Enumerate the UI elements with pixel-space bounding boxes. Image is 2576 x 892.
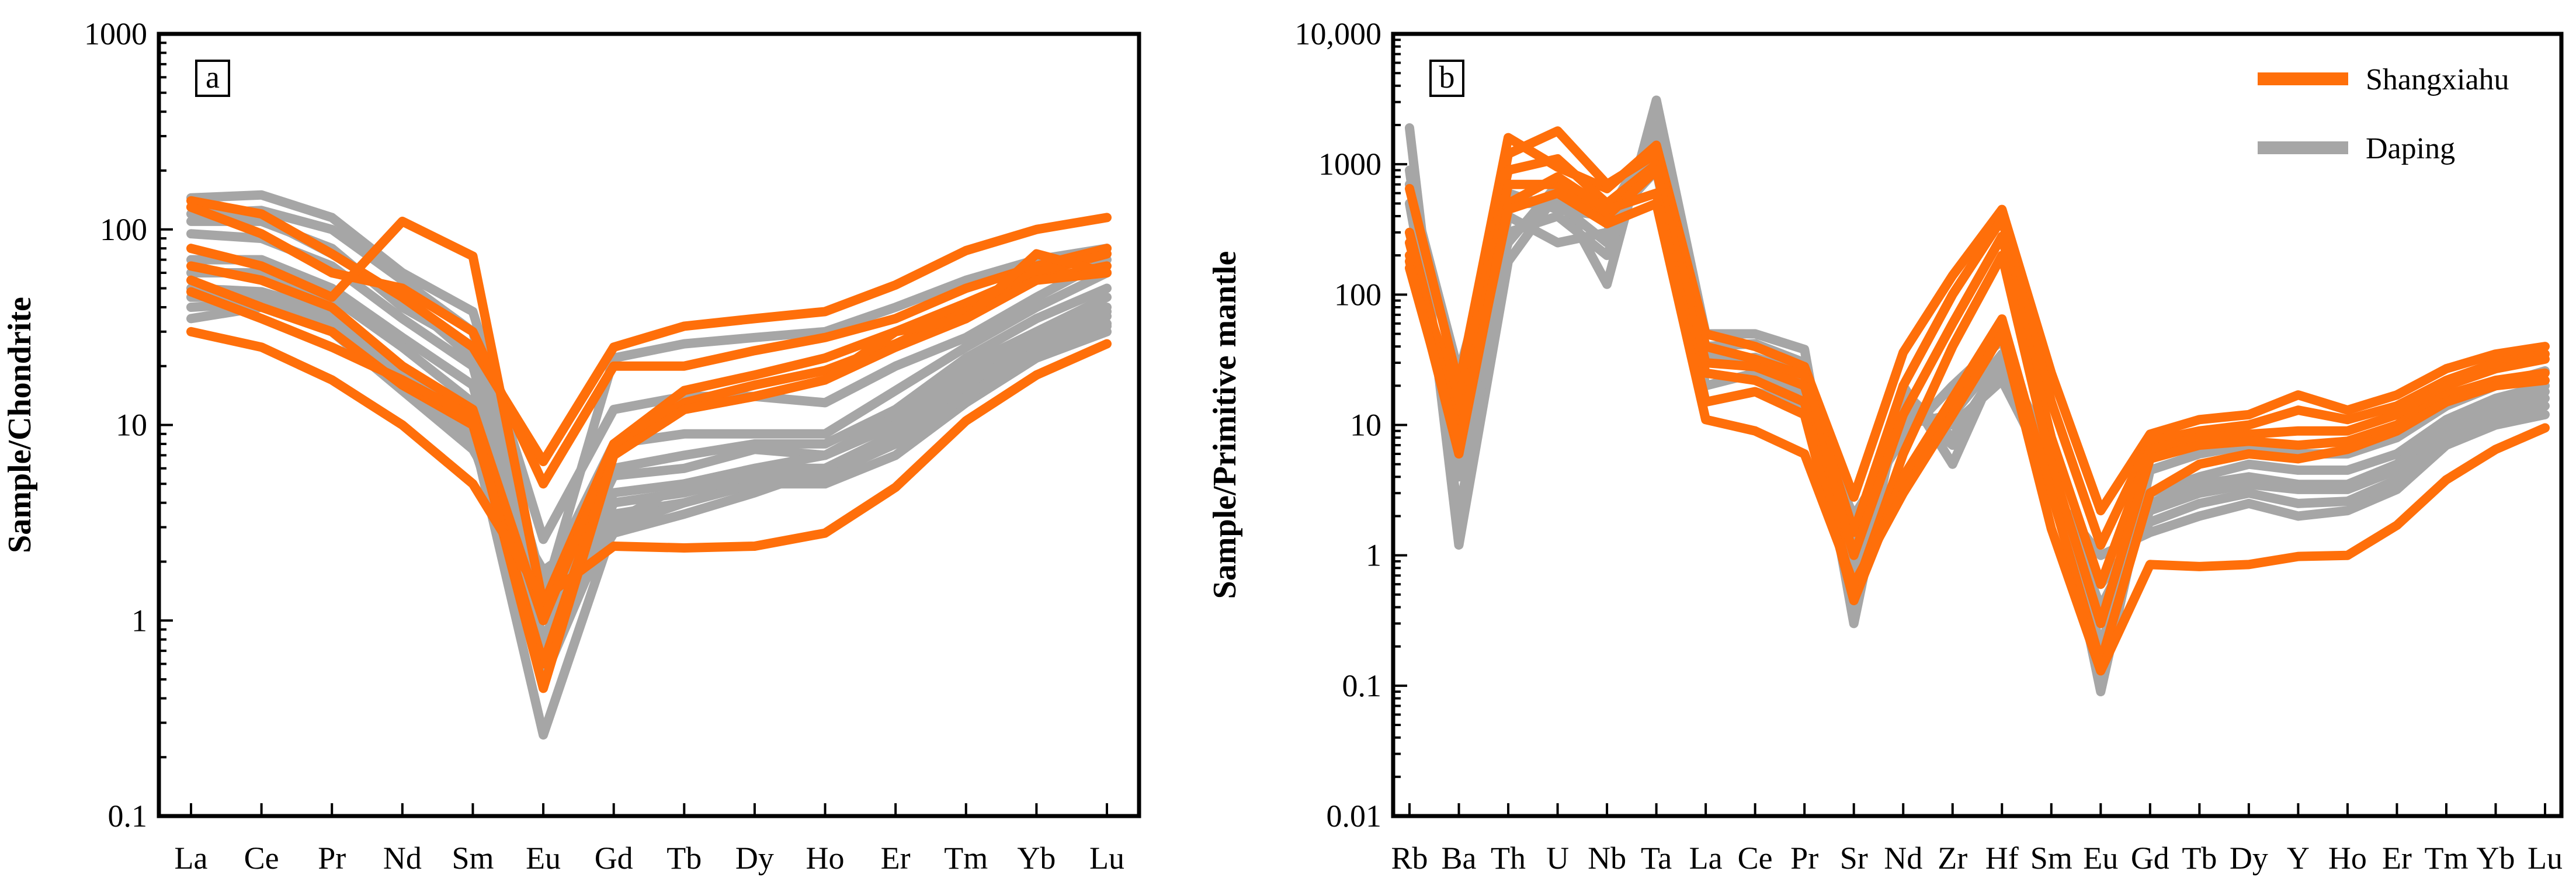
x-tick-label-eu: Eu: [2083, 841, 2118, 876]
y-tick-label: 10,000: [1295, 16, 1382, 51]
x-tick-label-la: La: [1689, 841, 1723, 876]
series-group: [186, 190, 1112, 740]
series-line-shangxiahu: [186, 249, 1112, 693]
x-tick-label-eu: Eu: [526, 841, 561, 876]
x-tick-label-nd: Nd: [1884, 841, 1922, 876]
y-tick-label: 1: [131, 603, 147, 638]
x-tick-label-yb: Yb: [1017, 841, 1056, 876]
x-tick-label-ho: Ho: [806, 841, 845, 876]
x-tick-label-dy: Dy: [2230, 841, 2268, 876]
legend-label-daping: Daping: [2366, 132, 2455, 165]
x-tick-label-th: Th: [1491, 841, 1526, 876]
y-tick-label: 0.1: [1342, 668, 1382, 703]
series-line-shangxiahu: [1405, 133, 2550, 516]
series-line-daping: [186, 206, 1112, 591]
panel-label: b: [1439, 60, 1455, 95]
x-tick-label-ce: Ce: [1738, 841, 1773, 876]
panel-label-box: [1429, 60, 1464, 97]
x-tick-label-u: U: [1546, 841, 1569, 876]
y-tick-label: 100: [100, 212, 147, 247]
x-tick-label-la: La: [175, 841, 208, 876]
y-tick-label: 10: [1350, 408, 1381, 443]
x-tick-label-lu: Lu: [2528, 841, 2563, 876]
series-line-daping: [186, 292, 1112, 740]
x-tick-label-nb: Nb: [1588, 841, 1626, 876]
series-line-shangxiahu: [1405, 172, 2550, 668]
y-tick-label: 1000: [84, 16, 147, 51]
panel-a-chart: 0.1 1 10 100 1000 La Ce Pr Nd Sm Eu Gd Tb Dy Ho Er Tm Yb L…: [2, 16, 1141, 876]
x-tick-label-ho: Ho: [2328, 841, 2367, 876]
x-tick-label-tb: Tb: [666, 841, 702, 876]
x-tick-label-yb: Yb: [2476, 841, 2515, 876]
series-line-shangxiahu: [1405, 126, 2550, 550]
x-tick-label-tm: Tm: [2424, 841, 2468, 876]
x-tick-label-sm: Sm: [452, 841, 494, 876]
y-tick-label: 0.01: [1327, 799, 1382, 834]
x-tick-label-rb: Rb: [1391, 841, 1428, 876]
series-line-shangxiahu: [186, 216, 1112, 610]
x-tick-label-tb: Tb: [2182, 841, 2217, 876]
x-tick-label-y: Y: [2287, 841, 2310, 876]
panel-label-box: [195, 60, 230, 97]
y-axis-title: Sample/Chondrite: [2, 297, 38, 553]
x-tick-label-lu: Lu: [1089, 841, 1124, 876]
x-tick-label-zr: Zr: [1938, 841, 1967, 876]
x-tick-label-nd: Nd: [383, 841, 422, 876]
panel-label: a: [206, 60, 220, 95]
x-tick-label-pr: Pr: [318, 841, 346, 876]
x-tick-label-ta: Ta: [1641, 841, 1672, 876]
x-tick-label-er: Er: [881, 841, 911, 876]
x-tick-label-pr: Pr: [1790, 841, 1818, 876]
panel-b-chart: 0.01 0.1 1 10 100 1000 10,000 Rb Ba Th U Nb Ta La Ce Pr…: [1207, 16, 2564, 876]
x-tick-label-gd: Gd: [595, 841, 633, 876]
y-tick-label: 10: [116, 408, 147, 443]
y-tick-label: 100: [1334, 277, 1381, 312]
series-line-shangxiahu: [186, 202, 1112, 489]
series-group: [1405, 95, 2550, 696]
series-line-daping: [1405, 149, 2550, 589]
series-line-shangxiahu: [1405, 188, 2550, 676]
series-line-shangxiahu: [186, 196, 1112, 467]
series-line-shangxiahu: [186, 327, 1112, 603]
x-tick-label-sr: Sr: [1840, 841, 1868, 876]
legend: Shangxiahu Daping: [2258, 63, 2509, 165]
series-line-daping: [186, 190, 1112, 544]
y-axis-title: Sample/Primitive mantle: [1207, 251, 1243, 599]
x-tick-label-hf: Hf: [1985, 841, 2019, 876]
y-tick-label: 1: [1366, 538, 1381, 573]
x-tick-label-sm: Sm: [2030, 841, 2072, 876]
series-line-shangxiahu: [1405, 154, 2550, 589]
x-tick-label-er: Er: [2382, 841, 2412, 876]
x-tick-label-gd: Gd: [2131, 841, 2169, 876]
series-line-shangxiahu: [1405, 165, 2550, 629]
legend-label-shangxiahu: Shangxiahu: [2366, 63, 2509, 96]
x-tick-label-tm: Tm: [944, 841, 988, 876]
y-tick-label: 0.1: [108, 799, 148, 834]
x-tick-label-ba: Ba: [1442, 841, 1477, 876]
x-tick-label-dy: Dy: [735, 841, 774, 876]
y-tick-label: 1000: [1318, 147, 1381, 182]
x-tick-label-ce: Ce: [244, 841, 279, 876]
